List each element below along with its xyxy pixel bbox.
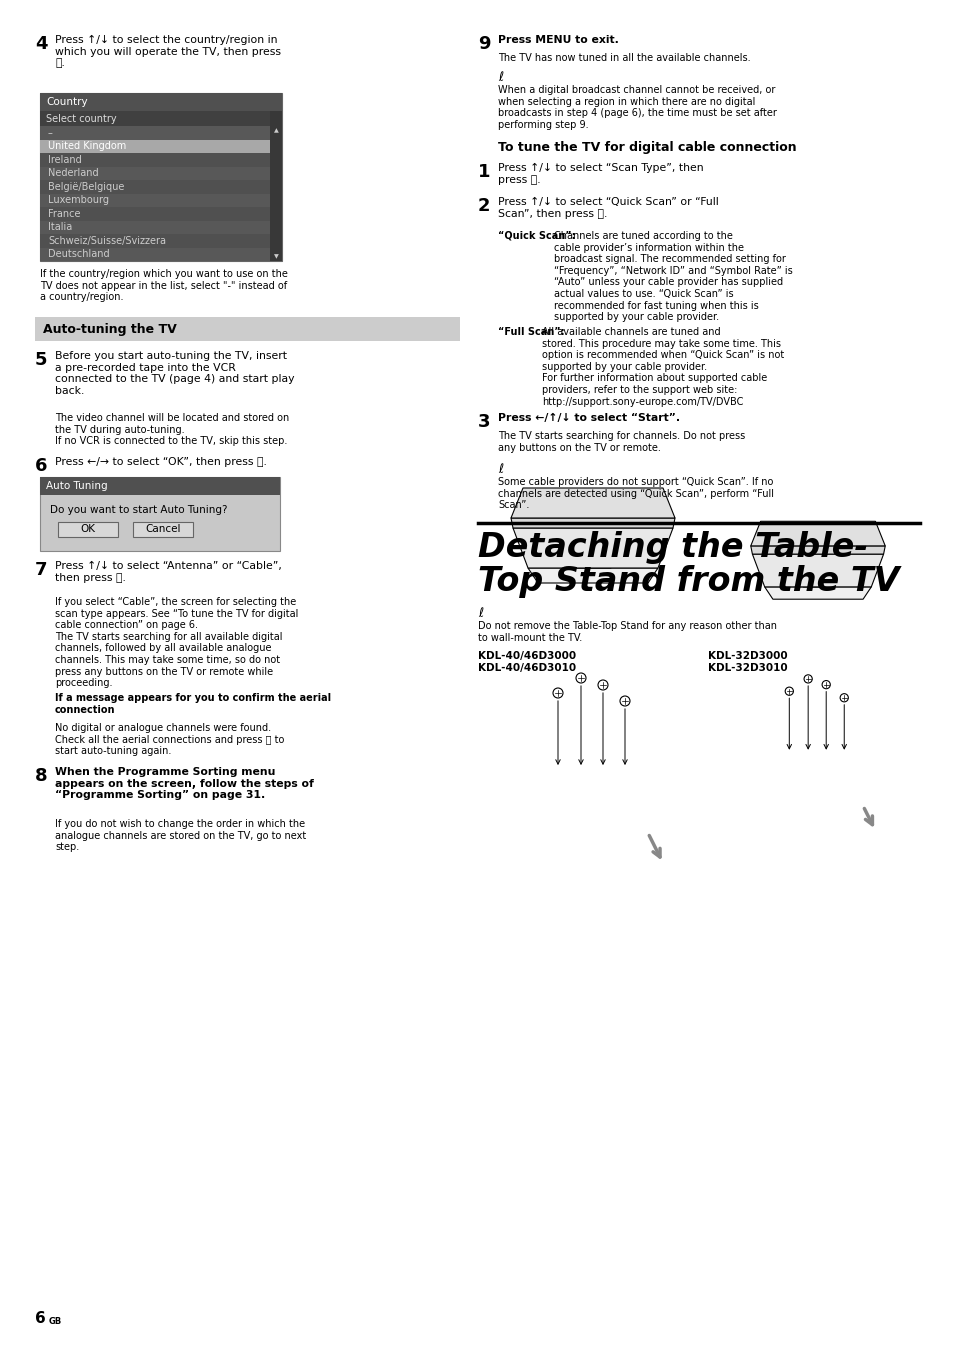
Text: Do not remove the Table-Top Stand for any reason other than
to wall-mount the TV: Do not remove the Table-Top Stand for an… bbox=[477, 621, 776, 643]
Text: When the Programme Sorting menu
appears on the screen, follow the steps of
“Prog: When the Programme Sorting menu appears … bbox=[55, 767, 314, 800]
Text: Country: Country bbox=[46, 98, 88, 107]
Text: –: – bbox=[48, 127, 52, 138]
Bar bbox=[40, 477, 280, 495]
Text: ℓ: ℓ bbox=[497, 462, 502, 476]
Text: OK: OK bbox=[80, 525, 95, 534]
Text: België/Belgique: België/Belgique bbox=[48, 182, 124, 191]
Text: Press MENU to exit.: Press MENU to exit. bbox=[497, 35, 618, 45]
Bar bbox=[40, 180, 270, 194]
Text: When a digital broadcast channel cannot be received, or
when selecting a region : When a digital broadcast channel cannot … bbox=[497, 85, 776, 130]
Text: Select country: Select country bbox=[46, 114, 116, 123]
Bar bbox=[40, 194, 270, 207]
Text: 4: 4 bbox=[35, 35, 48, 53]
Bar bbox=[40, 477, 280, 551]
Text: 6: 6 bbox=[35, 457, 48, 475]
Bar bbox=[40, 94, 282, 111]
Text: If you select “Cable”, the screen for selecting the
scan type appears. See “To t: If you select “Cable”, the screen for se… bbox=[55, 597, 298, 689]
Bar bbox=[40, 153, 270, 167]
Polygon shape bbox=[511, 488, 675, 518]
Text: The TV starts searching for channels. Do not press
any buttons on the TV or remo: The TV starts searching for channels. Do… bbox=[497, 431, 744, 453]
Polygon shape bbox=[764, 587, 870, 599]
Text: Auto Tuning: Auto Tuning bbox=[46, 481, 108, 491]
Text: 5: 5 bbox=[35, 351, 48, 369]
Text: KDL-40/46D3000
KDL-40/46D3010: KDL-40/46D3000 KDL-40/46D3010 bbox=[477, 651, 576, 673]
Polygon shape bbox=[527, 568, 658, 583]
Text: If you do not wish to change the order in which the
analogue channels are stored: If you do not wish to change the order i… bbox=[55, 819, 306, 852]
Text: GB: GB bbox=[49, 1317, 62, 1326]
Text: ▼: ▼ bbox=[274, 255, 278, 259]
Bar bbox=[35, 317, 459, 340]
Text: Luxembourg: Luxembourg bbox=[48, 195, 109, 205]
Text: Channels are tuned according to the
cable provider’s information within the
broa: Channels are tuned according to the cabl… bbox=[554, 231, 792, 323]
Text: Some cable providers do not support “Quick Scan”. If no
channels are detected us: Some cable providers do not support “Qui… bbox=[497, 477, 773, 510]
Bar bbox=[58, 522, 118, 537]
Bar bbox=[40, 94, 282, 260]
Text: ▲: ▲ bbox=[274, 129, 278, 133]
Text: If a message appears for you to confirm the aerial
connection: If a message appears for you to confirm … bbox=[55, 693, 331, 715]
Text: Detaching the Table-: Detaching the Table- bbox=[477, 532, 867, 564]
Text: Italia: Italia bbox=[48, 222, 72, 232]
Text: No digital or analogue channels were found.
Check all the aerial connections and: No digital or analogue channels were fou… bbox=[55, 723, 284, 757]
Polygon shape bbox=[513, 527, 672, 568]
Polygon shape bbox=[750, 546, 884, 555]
Polygon shape bbox=[571, 533, 615, 568]
Text: Deutschland: Deutschland bbox=[48, 250, 110, 259]
Bar bbox=[40, 140, 270, 153]
Bar bbox=[40, 248, 270, 260]
Bar bbox=[40, 221, 270, 235]
Text: Do you want to start Auto Tuning?: Do you want to start Auto Tuning? bbox=[50, 504, 227, 515]
Text: Press ↑/↓ to select “Antenna” or “Cable”,
then press ⓧ.: Press ↑/↓ to select “Antenna” or “Cable”… bbox=[55, 561, 281, 583]
Text: The TV has now tuned in all the available channels.: The TV has now tuned in all the availabl… bbox=[497, 53, 750, 62]
Text: 7: 7 bbox=[35, 561, 48, 579]
Bar bbox=[40, 167, 270, 180]
Text: “Full Scan”:: “Full Scan”: bbox=[497, 327, 564, 338]
Text: Nederland: Nederland bbox=[48, 168, 98, 178]
Text: Press ↑/↓ to select “Quick Scan” or “Full
Scan”, then press ⓧ.: Press ↑/↓ to select “Quick Scan” or “Ful… bbox=[497, 197, 718, 218]
Text: If the country/region which you want to use on the
TV does not appear in the lis: If the country/region which you want to … bbox=[40, 268, 288, 302]
Text: 6: 6 bbox=[35, 1311, 46, 1326]
Text: United Kingdom: United Kingdom bbox=[48, 141, 126, 152]
Bar bbox=[40, 111, 282, 126]
Text: 2: 2 bbox=[477, 197, 490, 216]
Text: Press ←/→ to select “OK”, then press ⓧ.: Press ←/→ to select “OK”, then press ⓧ. bbox=[55, 457, 267, 466]
Polygon shape bbox=[752, 555, 882, 587]
Text: Top Stand from the TV: Top Stand from the TV bbox=[477, 565, 899, 598]
Text: The video channel will be located and stored on
the TV during auto-tuning.
If no: The video channel will be located and st… bbox=[55, 414, 289, 446]
Text: Ireland: Ireland bbox=[48, 155, 82, 164]
Text: All available channels are tuned and
stored. This procedure may take some time. : All available channels are tuned and sto… bbox=[541, 327, 783, 407]
Text: “Quick Scan”:: “Quick Scan”: bbox=[497, 231, 575, 241]
Bar bbox=[270, 111, 282, 260]
Text: ℓ: ℓ bbox=[477, 607, 482, 620]
Text: Cancel: Cancel bbox=[145, 525, 180, 534]
Text: 3: 3 bbox=[477, 414, 490, 431]
Text: Press ↑/↓ to select “Scan Type”, then
press ⓧ.: Press ↑/↓ to select “Scan Type”, then pr… bbox=[497, 163, 703, 184]
Text: Schweiz/Suisse/Svizzera: Schweiz/Suisse/Svizzera bbox=[48, 236, 166, 245]
Bar bbox=[40, 235, 270, 248]
Text: Press ↑/↓ to select the country/region in
which you will operate the TV, then pr: Press ↑/↓ to select the country/region i… bbox=[55, 35, 281, 68]
Text: France: France bbox=[48, 209, 80, 218]
Text: 8: 8 bbox=[35, 767, 48, 785]
Polygon shape bbox=[800, 559, 835, 587]
Text: Auto-tuning the TV: Auto-tuning the TV bbox=[43, 323, 176, 335]
Text: To tune the TV for digital cable connection: To tune the TV for digital cable connect… bbox=[497, 141, 796, 155]
Text: KDL-32D3000
KDL-32D3010: KDL-32D3000 KDL-32D3010 bbox=[707, 651, 787, 673]
Polygon shape bbox=[750, 521, 884, 546]
Text: 1: 1 bbox=[477, 163, 490, 180]
Polygon shape bbox=[511, 518, 675, 527]
Text: Press ←/↑/↓ to select “Start”.: Press ←/↑/↓ to select “Start”. bbox=[497, 414, 679, 423]
Text: Before you start auto-tuning the TV, insert
a pre-recorded tape into the VCR
con: Before you start auto-tuning the TV, ins… bbox=[55, 351, 294, 396]
Bar bbox=[132, 522, 193, 537]
Text: ℓ: ℓ bbox=[497, 71, 502, 84]
Bar bbox=[40, 126, 270, 140]
Bar bbox=[40, 207, 270, 221]
Text: 9: 9 bbox=[477, 35, 490, 53]
